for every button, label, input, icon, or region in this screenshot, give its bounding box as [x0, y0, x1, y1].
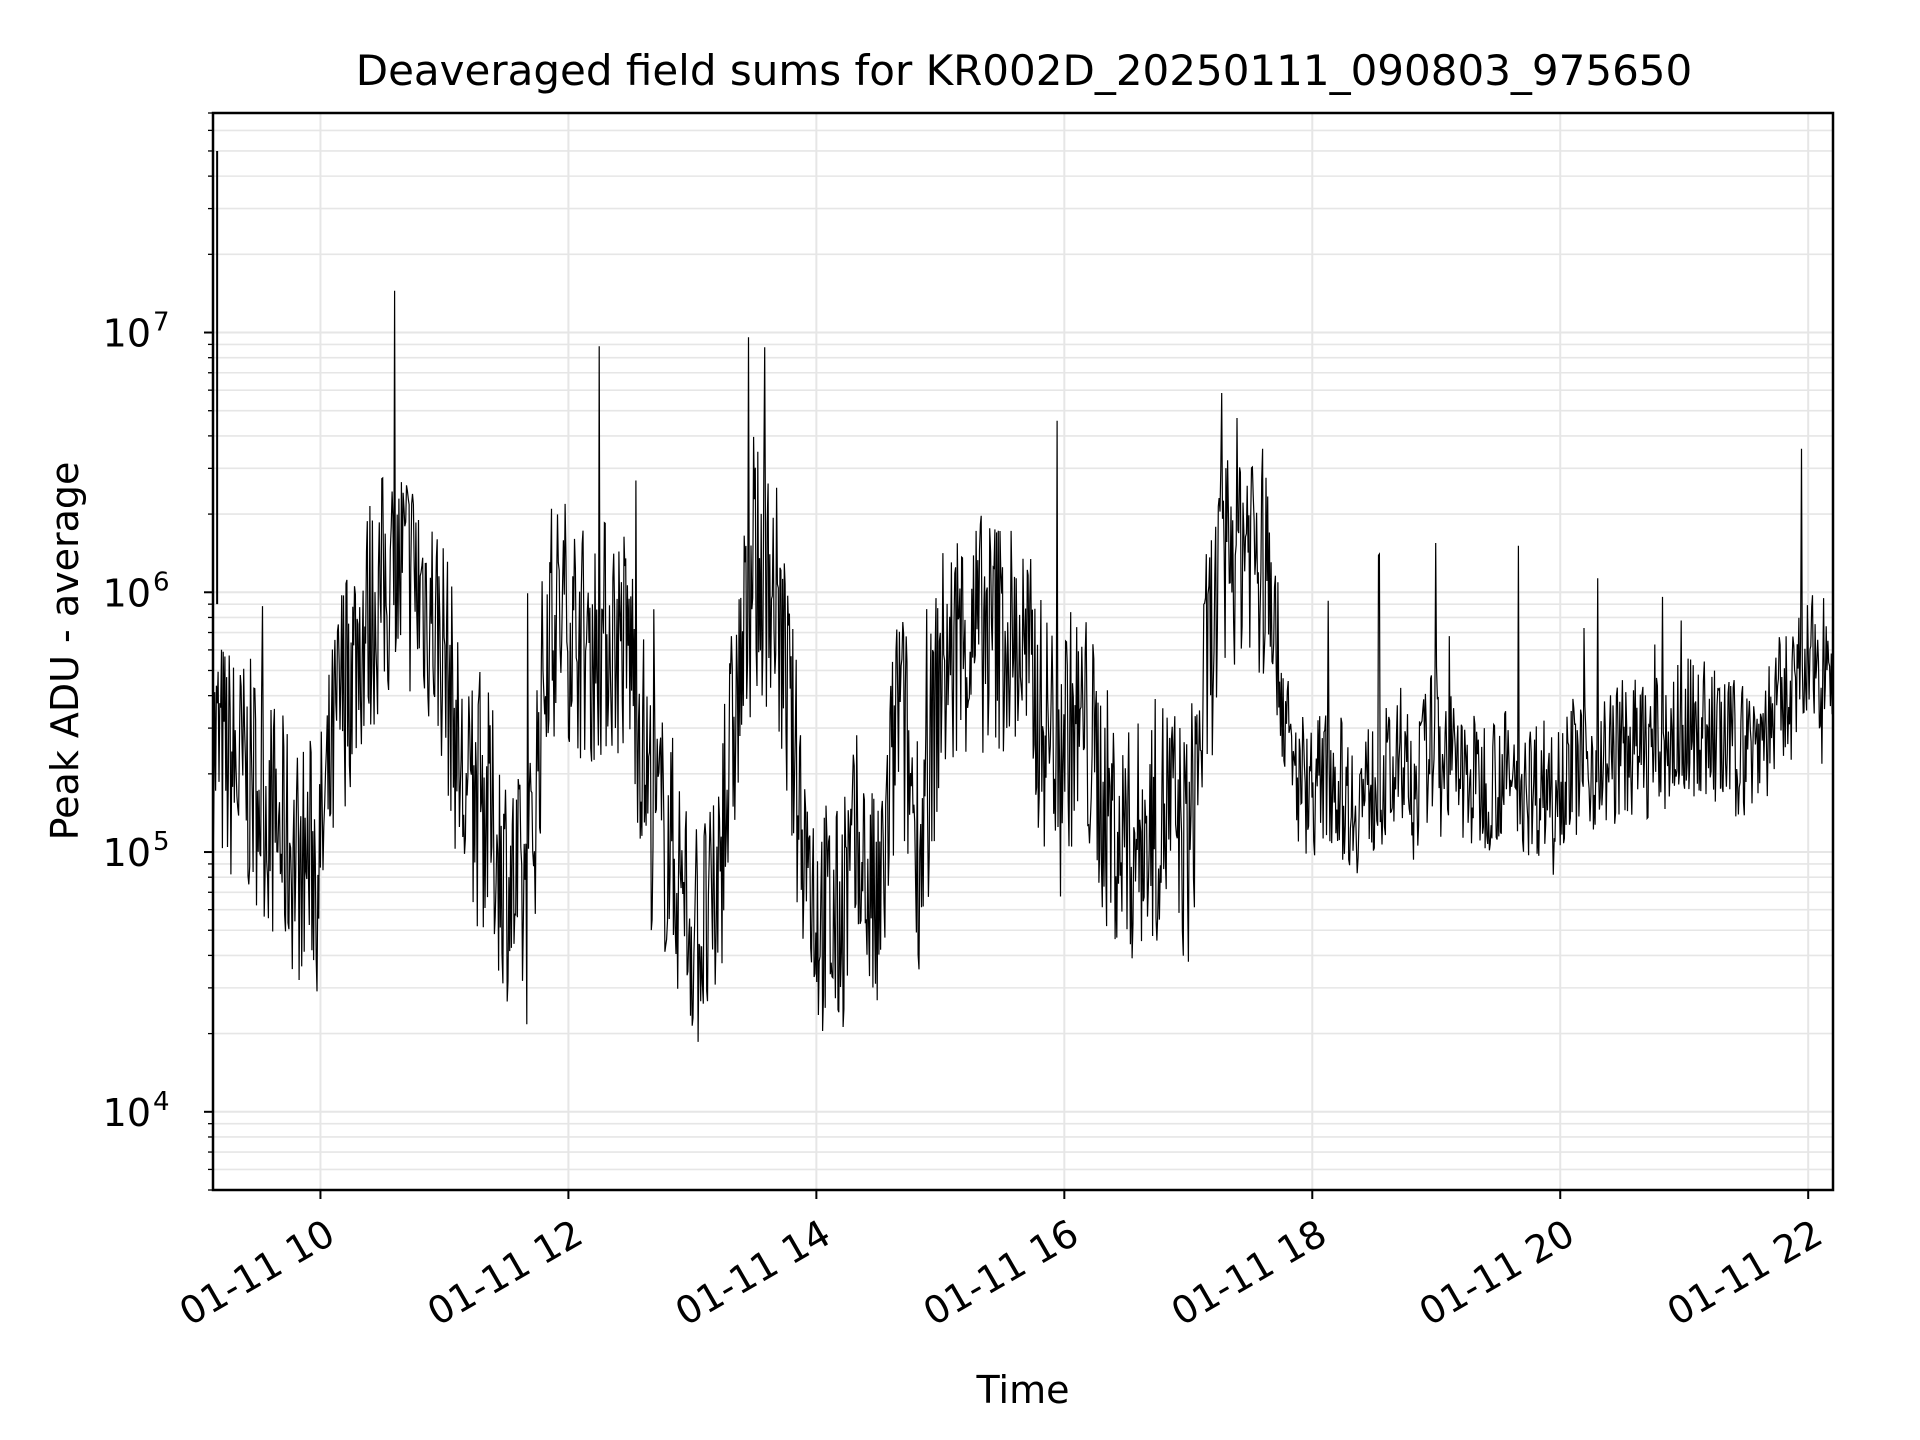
x-axis-label: Time — [976, 1368, 1070, 1412]
chart-title: Deaveraged field sums for KR002D_2025011… — [356, 46, 1693, 95]
y-tick-exponent: 5 — [153, 827, 170, 857]
x-tick-label: 01-11 20 — [1412, 1211, 1582, 1335]
x-tick-label: 01-11 12 — [420, 1211, 590, 1335]
y-tick-label: 10 — [103, 831, 151, 875]
y-tick-label: 10 — [103, 1091, 151, 1135]
y-axis-label: Peak ADU - average — [43, 462, 87, 841]
x-tick-label: 01-11 16 — [916, 1211, 1086, 1335]
series-line — [212, 290, 1834, 1042]
y-tick-exponent: 6 — [153, 567, 170, 597]
x-tick-label: 01-11 10 — [172, 1211, 342, 1335]
x-axis: 01-11 10 01-11 12 01-11 14 01-11 16 01-11 18… — [172, 1190, 1830, 1334]
x-tick-label: 01-11 22 — [1660, 1211, 1830, 1335]
series — [212, 150, 1834, 1042]
x-tick-label: 01-11 14 — [668, 1211, 838, 1335]
x-tick-label: 01-11 18 — [1164, 1211, 1334, 1335]
y-tick-label: 10 — [103, 312, 151, 356]
y-tick-exponent: 7 — [153, 308, 170, 338]
plot-frame — [211, 111, 1835, 1192]
y-tick-exponent: 4 — [153, 1087, 170, 1117]
y-tick-label: 10 — [103, 571, 151, 615]
